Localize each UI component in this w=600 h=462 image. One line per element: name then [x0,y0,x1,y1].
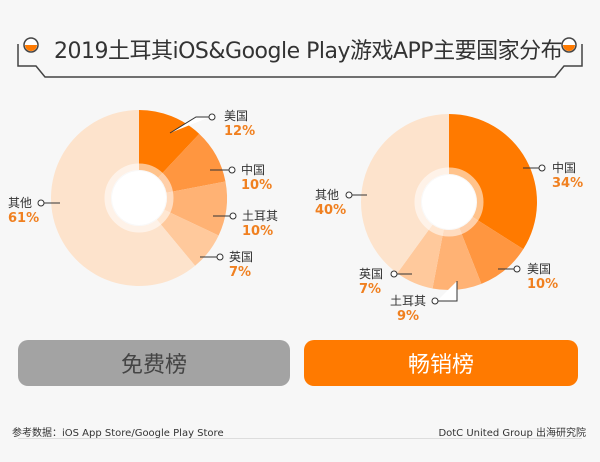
donut-inner-ring [414,167,484,237]
chart-title: 2019土耳其iOS&Google Play游戏APP主要国家分布 [54,39,563,64]
label-free-other: 其他 61% [8,196,40,226]
grossing-chart-caption: 畅销榜 [304,340,578,386]
label-gross-other: 其他 40% [315,188,347,218]
title-ornament-left [25,45,37,51]
free-chart-caption: 免费榜 [18,340,290,386]
slice-中国 [158,133,226,193]
slice-土耳其 [164,181,228,236]
slice-其他 [361,114,449,274]
slice-英国 [397,224,444,289]
label-gross-us: 美国 10% [527,262,559,292]
donut-inner-ring [104,163,174,233]
label-free-us: 美国 12% [224,109,256,139]
footer-divider [18,438,582,439]
slice-土耳其 [432,228,482,290]
donut-grossing [361,114,537,290]
footer-credit: DotC United Group 出海研究院 [438,428,586,439]
label-free-tr: 土耳其 10% [242,209,279,239]
slice-中国 [449,114,537,250]
label-free-uk: 英国 7% [229,250,254,280]
slice-其他 [51,110,196,286]
label-gross-uk: 英国 7% [359,267,384,297]
label-gross-tr: 土耳其 9% [390,294,427,324]
footer-source: 参考数据：iOS App Store/Google Play Store [12,428,224,439]
label-gross-cn: 中国 34% [552,161,584,191]
slice-美国 [459,217,524,284]
donut-hole [112,171,166,225]
donut-hole [422,175,476,229]
slice-英国 [156,209,219,266]
label-free-cn: 中国 10% [241,163,273,193]
leader-lines [37,113,546,305]
title-ornament-right [563,45,575,51]
donut-free [51,110,228,286]
